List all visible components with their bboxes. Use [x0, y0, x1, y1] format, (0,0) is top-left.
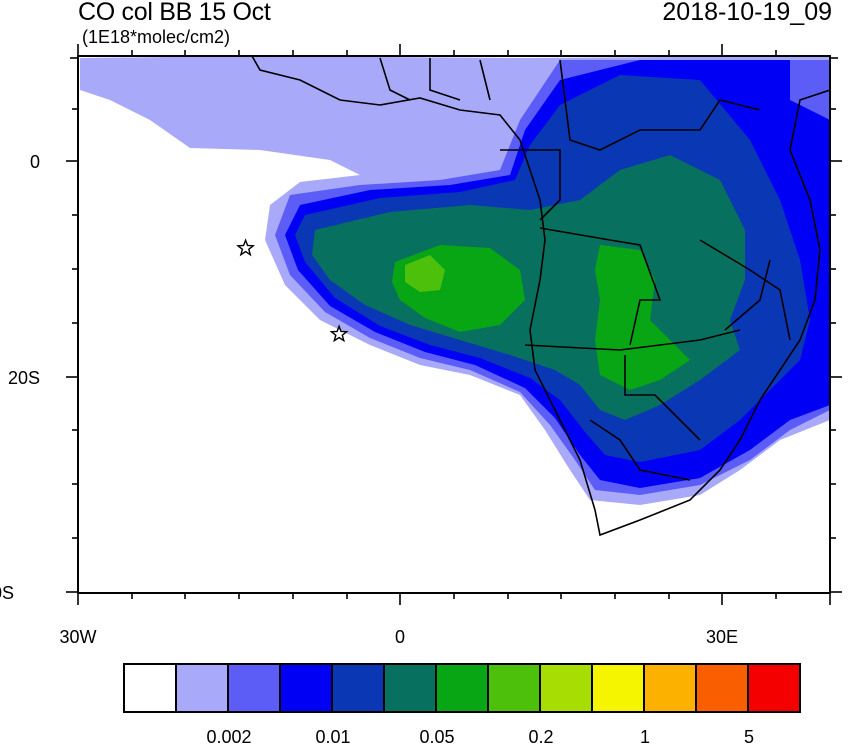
- legend-label: 0.01: [315, 727, 351, 747]
- x-tick-label: 0: [395, 627, 405, 647]
- legend-color-box: [281, 665, 333, 711]
- map-datetime: 2018-10-19_09: [662, 0, 832, 26]
- y-tick-label: 0: [30, 152, 40, 172]
- legend-label: 0.05: [419, 727, 455, 747]
- legend-color-box: [229, 665, 281, 711]
- color-legend: [123, 663, 801, 713]
- y-tick-label: 20S: [8, 368, 40, 388]
- map-title: CO col BB 15 Oct: [78, 0, 271, 26]
- legend-color-box: [333, 665, 385, 711]
- legend-label: 5: [743, 727, 755, 747]
- star-marker: [236, 238, 256, 257]
- legend-color-box: [541, 665, 593, 711]
- legend-color-box: [593, 665, 645, 711]
- station-markers: [236, 238, 349, 343]
- plume-level-6b: [595, 245, 690, 390]
- x-tick-label: 30E: [706, 627, 738, 647]
- legend-color-box: [489, 665, 541, 711]
- x-tick-label: 30W: [59, 627, 96, 647]
- map-units: (1E18*molec/cm2): [82, 27, 231, 47]
- legend-color-box: [177, 665, 229, 711]
- legend-labels: 0.002 0.01 0.05 0.2 1 5: [0, 727, 850, 747]
- legend-color-box: [125, 665, 177, 711]
- coastlines: [251, 56, 830, 537]
- legend-color-box: [385, 665, 437, 711]
- legend-color-box: [749, 665, 799, 711]
- legend-label: 0.002: [206, 727, 252, 747]
- legend-color-box: [645, 665, 697, 711]
- legend-color-box: [697, 665, 749, 711]
- plume-level-7: [405, 255, 445, 292]
- legend-label: 1: [639, 727, 651, 747]
- star-marker: [329, 324, 349, 343]
- axis-ticks: [66, 44, 842, 605]
- map-canvas: 0 20S 40S 30W 0 30E: [0, 44, 842, 647]
- legend-label: 0.2: [528, 727, 554, 747]
- y-tick-label: 40S: [0, 583, 14, 603]
- legend-color-box: [437, 665, 489, 711]
